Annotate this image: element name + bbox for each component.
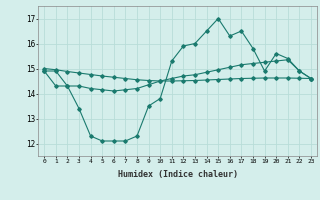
X-axis label: Humidex (Indice chaleur): Humidex (Indice chaleur) [118, 170, 238, 179]
